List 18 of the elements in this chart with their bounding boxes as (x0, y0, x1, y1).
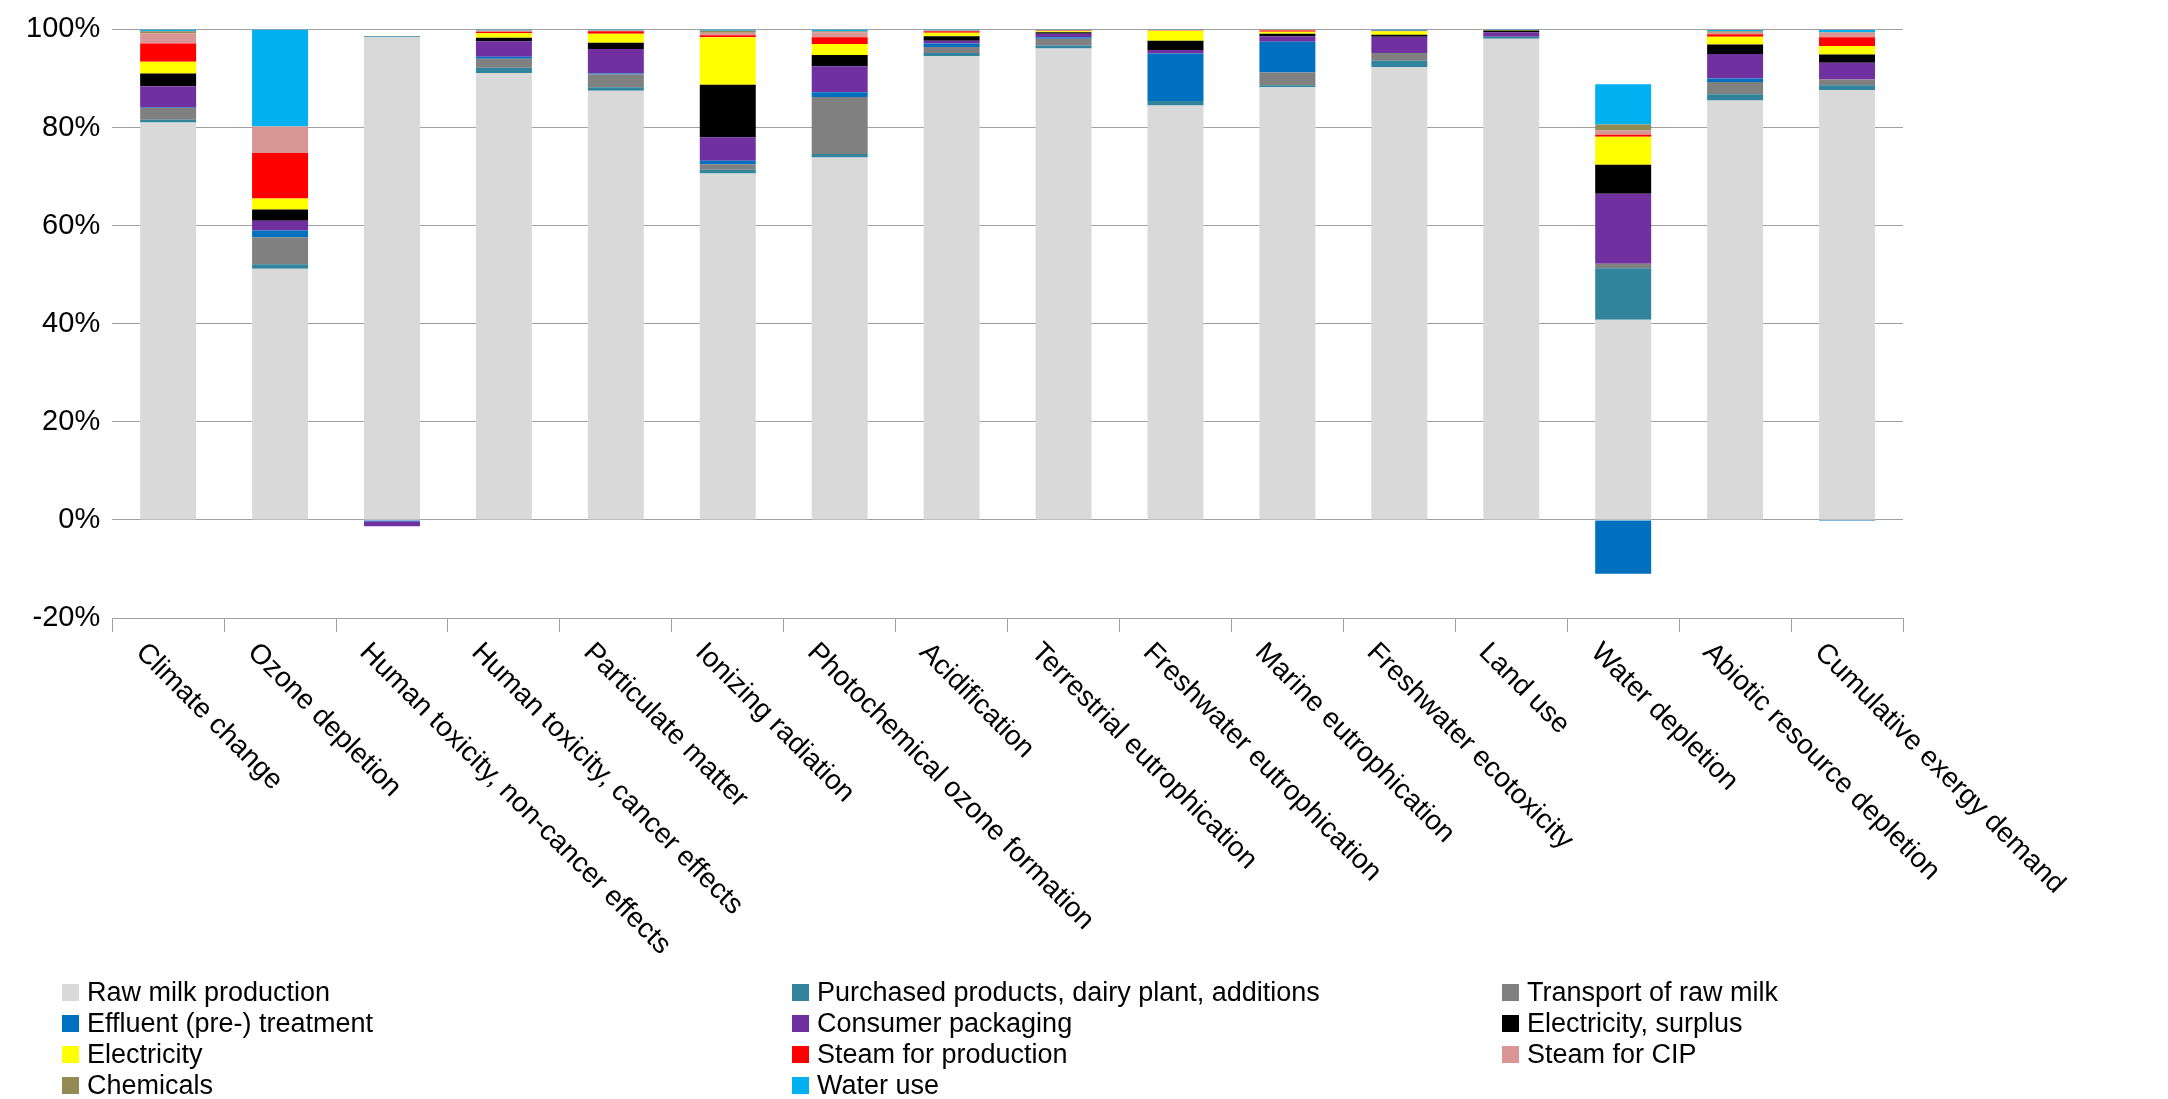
y-tick-label: 100% (26, 11, 101, 44)
legend-label: Effluent (pre-) treatment (87, 1007, 374, 1039)
legend-label: Electricity, surplus (1527, 1007, 1743, 1039)
y-tick-label: 0% (58, 501, 101, 534)
legend-label: Steam for CIP (1527, 1038, 1697, 1070)
legend-label: Water use (817, 1069, 940, 1099)
legend-label: Raw milk production (87, 976, 331, 1008)
legend-label: Chemicals (87, 1069, 214, 1099)
y-tick-label: 80% (42, 109, 101, 142)
y-tick-label: -20% (32, 600, 101, 632)
legend-label: Electricity (87, 1038, 203, 1070)
legend-label: Transport of raw milk (1527, 976, 1779, 1008)
legend-label: Steam for production (817, 1038, 1068, 1070)
y-tick-label: 20% (42, 403, 101, 436)
y-tick-label: 40% (42, 305, 101, 338)
legend-label: Consumer packaging (817, 1007, 1073, 1039)
y-tick-label: 60% (42, 207, 101, 240)
legend-label: Purchased products, dairy plant, additions (817, 976, 1320, 1008)
